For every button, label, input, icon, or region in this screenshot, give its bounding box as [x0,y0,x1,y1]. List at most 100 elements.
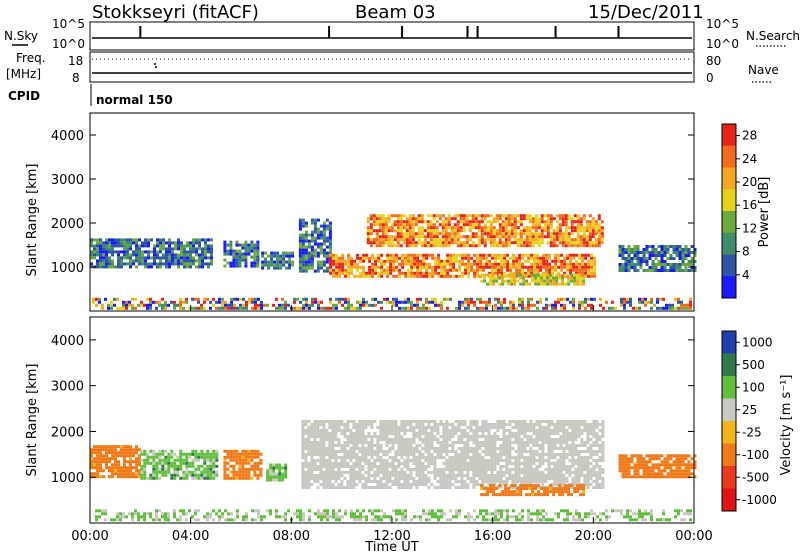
heatmap-cell [395,303,398,307]
heatmap-cell [445,420,449,423]
heatmap-cell [102,460,105,464]
heatmap-cell [329,256,333,260]
heatmap-cell [198,241,201,245]
heatmap-cell [210,253,213,257]
heatmap-cell [212,452,216,456]
heatmap-cell [347,262,351,266]
heatmap-cell [385,471,389,474]
heatmap-cell [329,271,333,275]
heatmap-cell [250,264,254,268]
heatmap-cell [245,306,248,310]
heatmap-cell [361,438,365,441]
heatmap-cell [278,466,282,470]
heatmap-cell [523,432,527,435]
heatmap-cell [445,453,449,456]
heatmap-cell [392,259,396,263]
heatmap-cell [462,226,466,230]
heatmap-cell [530,262,534,266]
heatmap-cell [310,471,314,474]
heatmap-cell [141,259,144,263]
heatmap-cell [493,468,497,471]
heatmap-cell [281,475,285,479]
heatmap-cell [519,241,523,245]
heatmap-cell [570,244,574,248]
heatmap-cell [466,486,470,489]
heatmap-cell [579,226,583,230]
heatmap-cell [400,426,404,429]
heatmap-cell [403,450,407,453]
heatmap-cell [392,297,395,301]
heatmap-cell [502,459,506,462]
heatmap-cell [186,265,189,269]
heatmap-cell [93,244,96,248]
heatmap-cell [571,423,575,426]
heatmap-cell [412,429,416,432]
heatmap-cell [310,251,314,255]
heatmap-cell [565,465,569,468]
heatmap-cell [138,256,141,260]
heatmap-cell [111,265,114,269]
heatmap-cell [486,232,490,236]
heatmap-cell [538,486,542,489]
heatmap-cell [224,306,227,310]
heatmap-cell [562,465,566,468]
heatmap-cell [540,273,544,277]
heatmap-cell [111,451,114,455]
heatmap-cell [577,477,581,480]
heatmap-cell [117,463,120,467]
heatmap-cell [663,269,667,272]
heatmap-cell [502,471,506,474]
heatmap-cell [499,486,503,489]
heatmap-cell [176,473,180,477]
heatmap-cell [421,432,425,435]
heatmap-cell [241,255,245,259]
heatmap-cell [247,252,251,256]
heatmap-cell [487,462,491,465]
heatmap-cell [111,454,114,458]
heatmap-cell [529,456,533,459]
heatmap-cell [466,450,470,453]
heatmap-cell [660,245,664,248]
heatmap-cell [316,254,320,258]
heatmap-cell [429,238,433,242]
heatmap-cell [198,262,201,266]
heatmap-cell [352,420,356,423]
heatmap-cell [244,252,248,256]
heatmap-cell [325,257,329,261]
heatmap-cell [419,271,423,275]
heatmap-cell [573,282,577,286]
heatmap-cell [424,435,428,438]
heatmap-cell [465,241,469,245]
heatmap-cell [380,265,384,269]
heatmap-cell [403,483,407,486]
heatmap-cell [477,214,481,218]
heatmap-cell [126,472,129,476]
heatmap-cell [582,217,586,221]
heatmap-cell [517,462,521,465]
heatmap-cell [497,300,500,304]
heatmap-cell [666,257,670,260]
heatmap-cell [541,420,545,423]
heatmap-cell [418,453,422,456]
heatmap-cell [439,471,443,474]
heatmap-cell [566,265,570,269]
heatmap-cell [343,432,347,435]
heatmap-cell [534,220,538,224]
heatmap-cell [328,474,332,477]
heatmap-cell [422,253,426,257]
heatmap-cell [159,250,162,254]
heatmap-cell [212,303,215,307]
heatmap-cell [232,258,236,262]
heatmap-cell [567,276,571,280]
heatmap-cell [579,229,583,233]
heatmap-cell [376,441,380,444]
heatmap-cell [492,276,496,280]
heatmap-cell [445,459,449,462]
heatmap-cell [508,438,512,441]
heatmap-cell [284,466,288,470]
heatmap-cell [436,468,440,471]
heatmap-cell [382,435,386,438]
heatmap-cell [484,423,488,426]
heatmap-cell [267,260,271,264]
heatmap-cell [589,438,593,441]
